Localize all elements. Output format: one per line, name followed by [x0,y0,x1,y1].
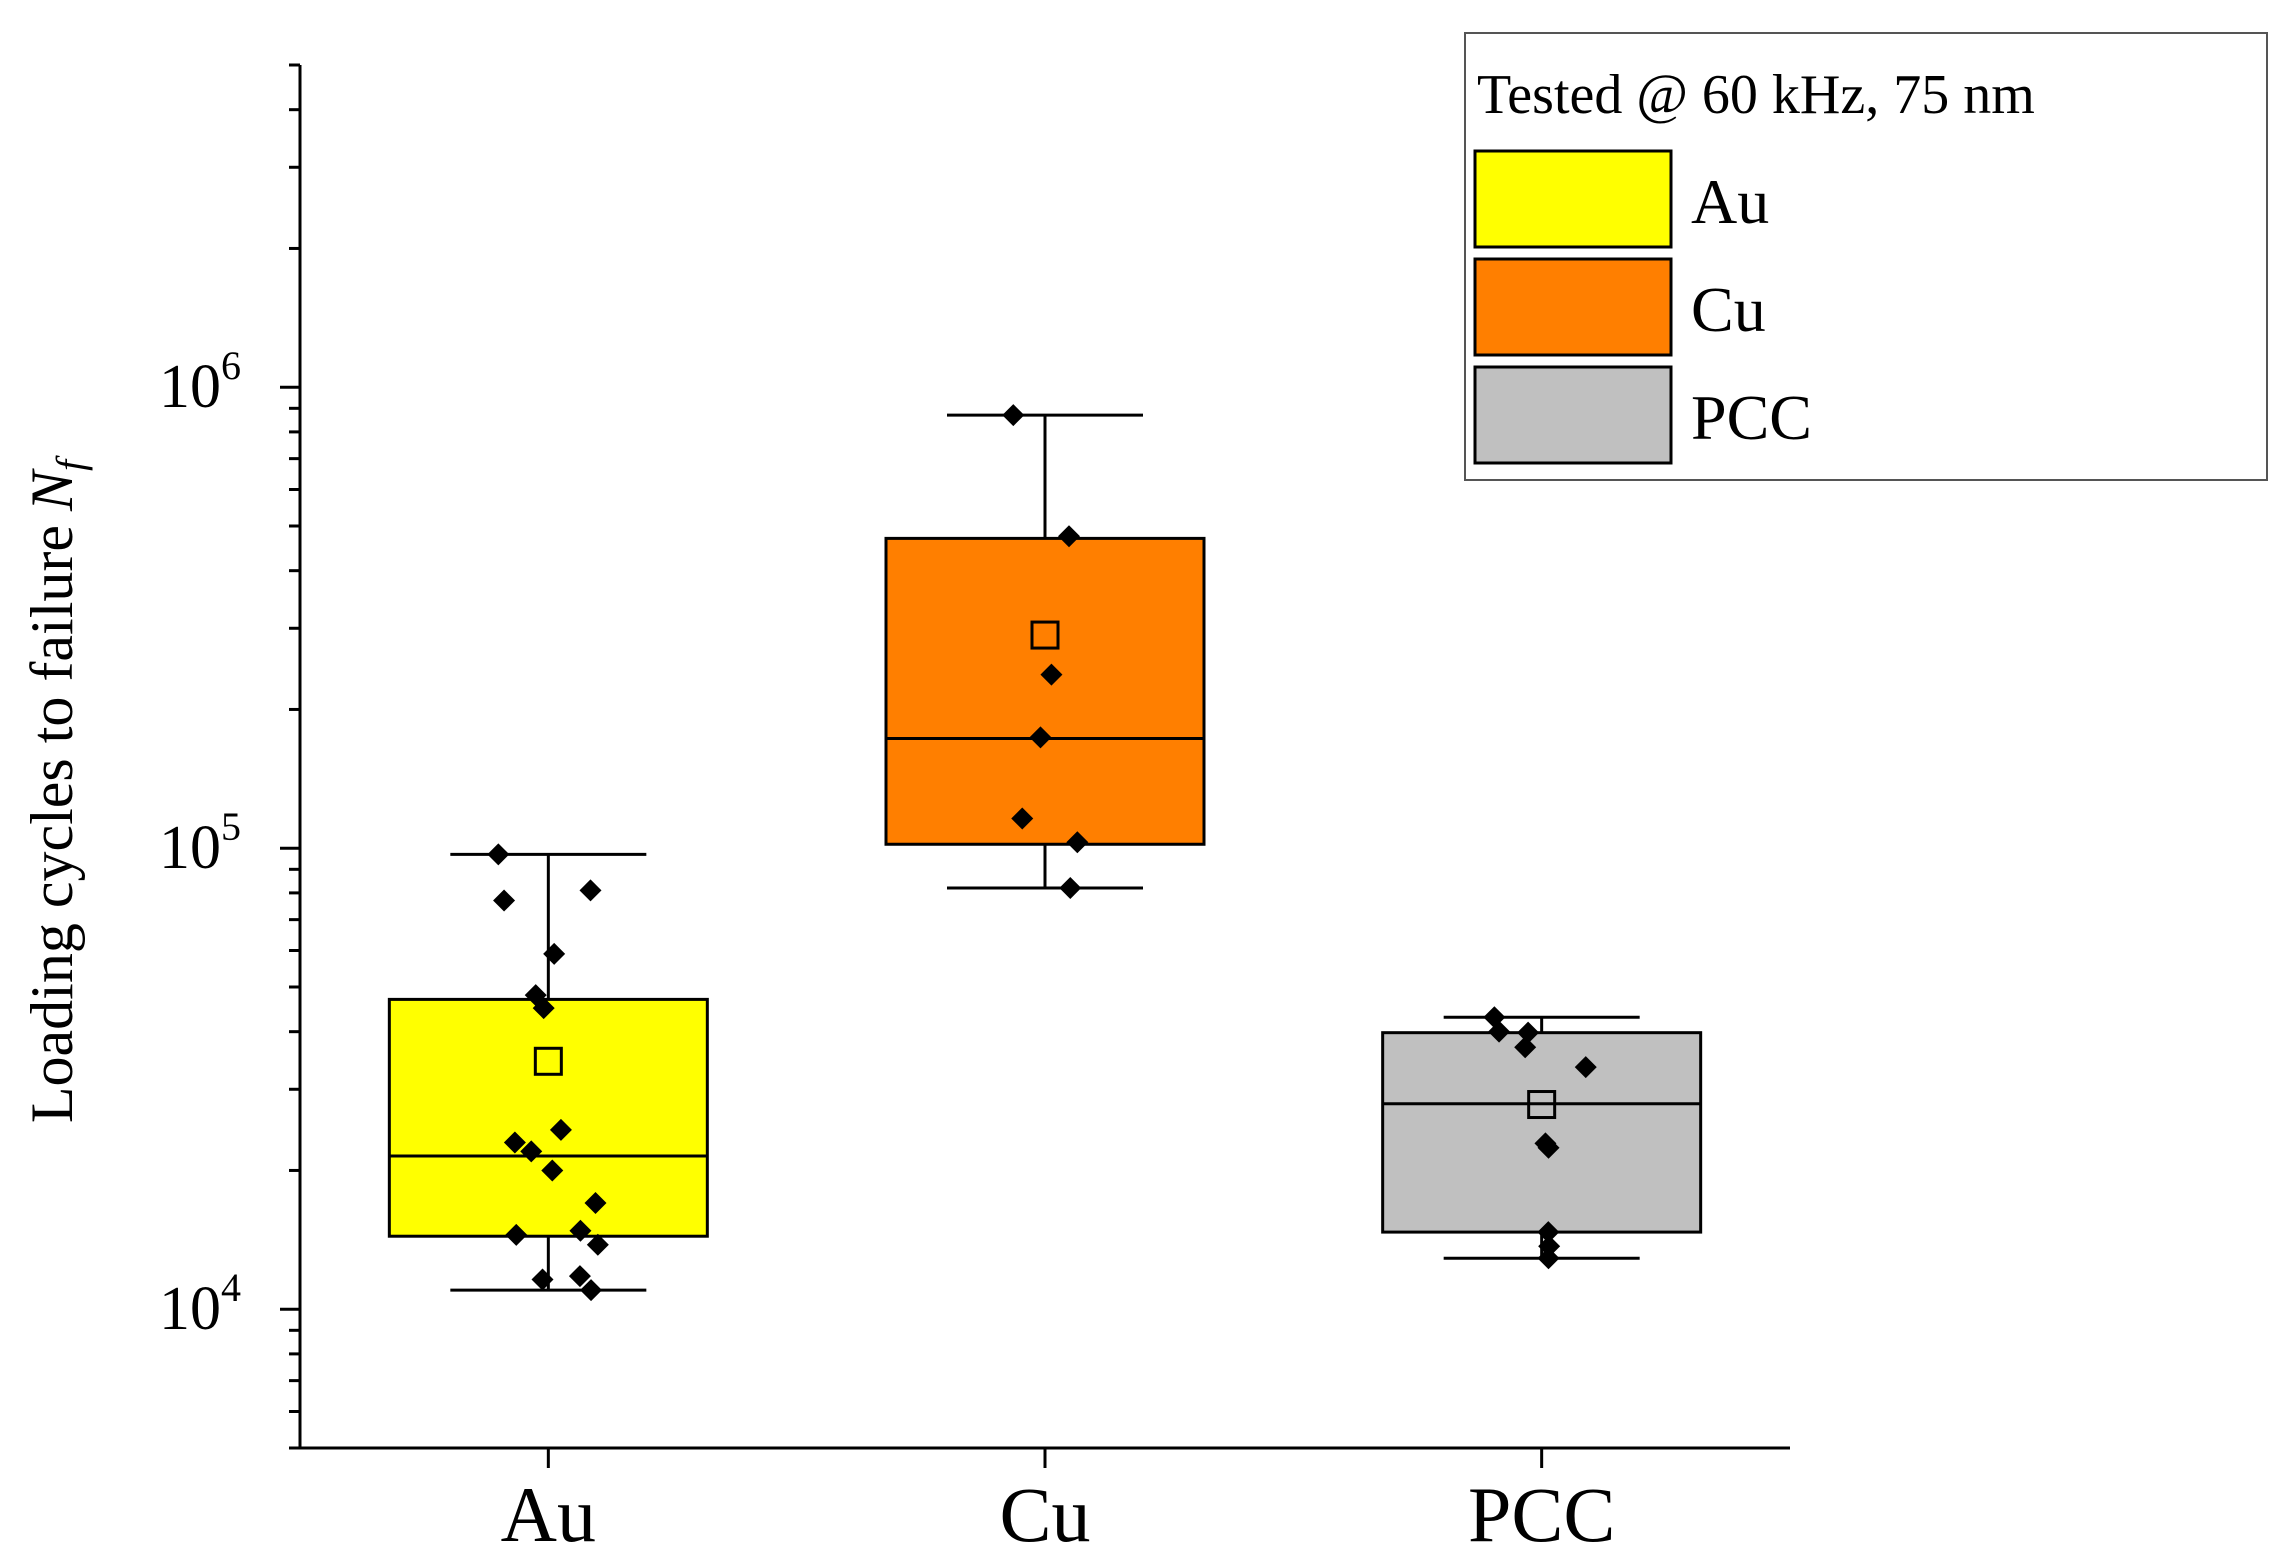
data-point-cu [1058,525,1081,548]
y-tick-label-1e4: 104 [159,1265,241,1343]
mean-marker-au [533,1046,563,1076]
data-point-pcc [1514,1036,1537,1059]
data-point-au [549,1118,572,1141]
data-point-cu [1059,876,1082,899]
data-point-pcc [1537,1247,1560,1270]
box-cu [884,404,1206,899]
x-tick-label-au: Au [501,1471,596,1558]
axis-ticks: 104 105 106 Au Cu PCC [159,63,1615,1558]
data-point-pcc [1537,1221,1560,1244]
data-point-au [532,997,555,1020]
data-point-au [487,843,510,866]
data-point-au [568,1265,591,1288]
data-point-pcc [1488,1020,1511,1043]
data-point-au [580,1279,603,1302]
legend: Tested @ 60 kHz, 75 nm Au Cu PCC [1464,32,2268,481]
y-axis-label-subscript: f [48,455,93,471]
y-axis-label: Loading cycles to failure Nf [19,455,93,1123]
data-point-au [531,1268,554,1291]
x-tick-label-pcc: PCC [1468,1471,1615,1558]
x-tick-label-cu: Cu [999,1471,1090,1558]
data-point-au [586,1233,609,1256]
data-point-pcc [1538,1235,1561,1258]
y-axis-label-symbol: N [19,468,85,512]
data-point-pcc [1537,1136,1560,1159]
y-tick-label-1e6: 106 [159,343,241,421]
data-point-cu [1029,726,1052,749]
data-point-au [569,1219,592,1242]
box-iqr-au [387,997,709,1238]
box-iqr-pcc [1381,1031,1703,1234]
data-point-au [584,1191,607,1214]
data-point-cu [1066,831,1089,854]
legend-swatch-pcc [1473,365,1673,465]
legend-swatch-cu [1473,257,1673,357]
data-point-au [503,1131,526,1154]
legend-title: Tested @ 60 kHz, 75 nm [1477,64,2035,126]
box-au [387,843,709,1302]
mean-marker-pcc [1527,1090,1557,1120]
data-point-au [520,1140,543,1163]
data-point-cu [1011,807,1034,830]
y-tick-label-1e5: 105 [159,804,241,882]
data-point-au [541,1159,564,1182]
data-point-pcc [1517,1021,1540,1044]
box-pcc [1381,1006,1703,1270]
data-point-au [579,879,602,902]
data-point-pcc [1574,1056,1597,1079]
mean-marker-cu [1030,620,1060,650]
legend-label-cu: Cu [1691,274,1766,345]
data-point-au [505,1223,528,1246]
legend-swatch-au [1473,149,1673,249]
data-point-au [493,889,516,912]
data-point-au [543,942,566,965]
legend-label-pcc: PCC [1691,382,1812,453]
data-point-cu [1002,404,1025,427]
box-series-group [387,404,1703,1302]
box-iqr-cu [884,536,1206,846]
y-axis-label-text: Loading cycles to failure [19,525,85,1123]
legend-label-au: Au [1691,166,1769,237]
data-point-cu [1040,663,1063,686]
